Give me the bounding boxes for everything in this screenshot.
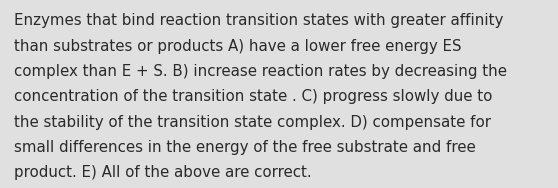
Text: concentration of the transition state . C) progress slowly due to: concentration of the transition state . … xyxy=(14,89,492,104)
Text: small differences in the energy of the free substrate and free: small differences in the energy of the f… xyxy=(14,140,476,155)
Text: product. E) All of the above are correct.: product. E) All of the above are correct… xyxy=(14,165,311,180)
Text: complex than E + S. B) increase reaction rates by decreasing the: complex than E + S. B) increase reaction… xyxy=(14,64,507,79)
Text: Enzymes that bind reaction transition states with greater affinity: Enzymes that bind reaction transition st… xyxy=(14,13,503,28)
Text: than substrates or products A) have a lower free energy ES: than substrates or products A) have a lo… xyxy=(14,39,461,54)
Text: the stability of the transition state complex. D) compensate for: the stability of the transition state co… xyxy=(14,115,491,130)
